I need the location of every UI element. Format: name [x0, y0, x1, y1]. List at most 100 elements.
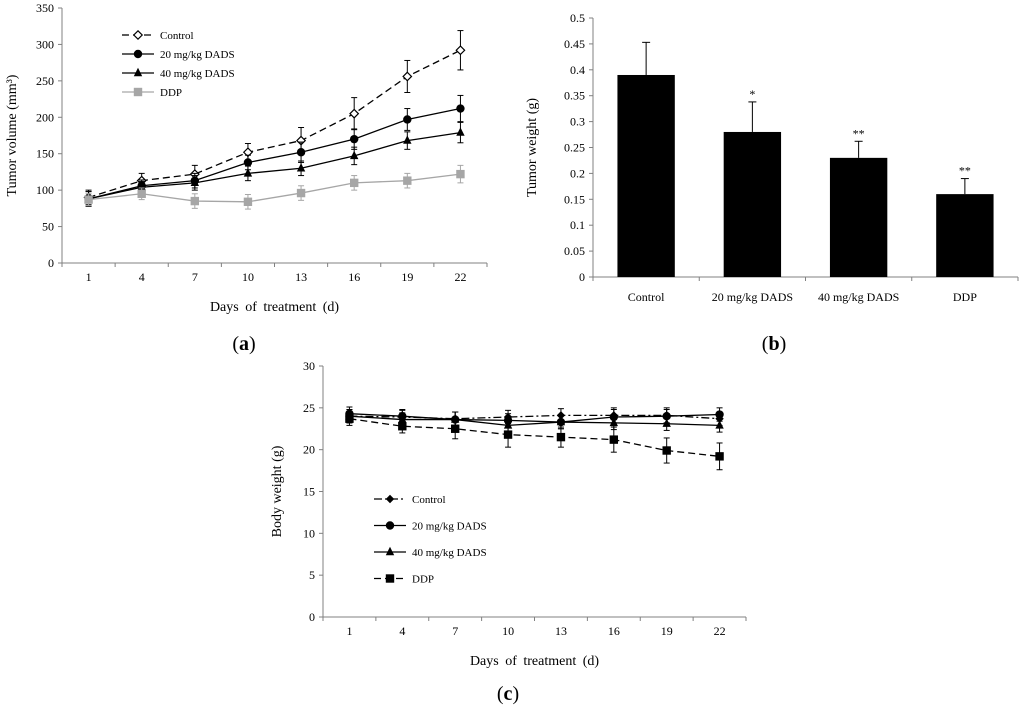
chart-b-y-tick-label: 0.3: [570, 115, 585, 129]
chart-a-x-tick-label: 22: [454, 270, 466, 284]
chart-c-y-tick-label: 10: [303, 526, 315, 540]
chart-b-y-tick-label: 0.2: [570, 166, 585, 180]
chart-c-legend-marker: [385, 574, 395, 583]
chart-b-significance-label: **: [853, 126, 865, 140]
chart-c-data-point: [715, 452, 724, 461]
chart-a-x-tick-label: 13: [295, 270, 307, 284]
chart-a-y-tick-label: 350: [36, 1, 54, 15]
chart-c-data-point: [662, 446, 671, 455]
chart-a-legend-label: Control: [160, 30, 194, 42]
chart-c-data-point: [715, 420, 724, 429]
chart-b-y-tick-label: 0.15: [564, 192, 585, 206]
chart-c-x-tick-label: 13: [555, 624, 567, 638]
chart-a-data-point: [243, 168, 253, 177]
chart-c-x-tick-label: 16: [608, 624, 620, 638]
chart-b-y-tick-label: 0.05: [564, 244, 585, 258]
chart-c-x-tick-label: 7: [452, 624, 458, 638]
chart-a-series-line: [88, 107, 461, 200]
chart-a-legend: Control 20 mg/kg DADS 40 mg/kg DADS DDP: [122, 29, 235, 99]
chart-a-legend-marker: [132, 29, 144, 41]
chart-b-category-label: 40 mg/kg DADS: [818, 290, 899, 304]
chart-b-category-label: DDP: [953, 290, 977, 304]
chart-b-bar-ddp: [936, 194, 994, 277]
chart-a-y-tick-label: 200: [36, 110, 54, 124]
chart-a-x-tick-label: 19: [401, 270, 413, 284]
chart-c-data-point: [715, 410, 724, 419]
chart-a-data-point: [455, 45, 466, 56]
chart-c-legend: Control 20 mg/kg DADS 40 mg/kg DADS DDP: [374, 494, 487, 586]
chart-a-x-tick-label: 16: [348, 270, 360, 284]
chart-c-series-line: [349, 414, 720, 420]
chart-b-y-tick-label: 0.45: [564, 37, 585, 51]
chart-a-y-tick-label: 150: [36, 147, 54, 161]
chart-c-data-point: [662, 418, 671, 427]
chart-b-y-tick-label: 0.4: [570, 63, 585, 77]
chart-a-x-axis-title: Days of treatment (d): [210, 300, 339, 315]
chart-b-y-axis-title: Tumor weight (g): [525, 98, 540, 197]
chart-a-y-tick-label: 0: [48, 256, 54, 270]
chart-a-y-tick-label: 300: [36, 37, 54, 51]
chart-tumor-volume: 0 50 100 150 200 250 300 350 1 4 7 10 13 16 19 22 Days o…: [5, 1, 488, 315]
chart-c-legend-label: DDP: [412, 574, 434, 586]
chart-a-legend-marker: [133, 49, 143, 59]
chart-c-y-tick-label: 0: [309, 610, 315, 624]
chart-c-x-tick-label: 1: [346, 624, 352, 638]
chart-a-data-point: [403, 135, 412, 144]
chart-a-data-point: [137, 189, 146, 198]
chart-a-data-point: [296, 148, 306, 157]
chart-b-significance-label: **: [959, 164, 971, 178]
chart-c-data-point: [556, 416, 566, 426]
chart-c-legend-label: 20 mg/kg DADS: [412, 521, 487, 533]
chart-a-data-point: [349, 108, 360, 119]
chart-a-data-point: [296, 188, 306, 198]
chart-c-legend-label: 40 mg/kg DADS: [412, 547, 487, 559]
chart-a-series-line: [88, 49, 461, 199]
chart-b-y-tick-label: 0.25: [564, 141, 585, 155]
chart-c-data-point: [398, 422, 407, 431]
chart-c-data-point: [503, 430, 513, 439]
chart-b-y-tick-label: 0.5: [570, 11, 585, 25]
chart-c-legend-marker: [385, 546, 395, 556]
chart-a-data-point: [190, 177, 200, 187]
panel-label-c: (c): [497, 683, 519, 705]
chart-a-data-point: [456, 169, 465, 179]
chart-c-y-tick-label: 5: [309, 568, 315, 582]
chart-a-data-point: [190, 196, 200, 206]
chart-a-x-tick-label: 10: [242, 270, 254, 284]
chart-c-data-point: [662, 412, 671, 421]
chart-a-data-point: [296, 163, 306, 172]
chart-c-data-point: [556, 432, 566, 442]
chart-a-legend-label: 20 mg/kg DADS: [160, 49, 235, 61]
chart-c-x-tick-label: 19: [661, 624, 673, 638]
chart-b-significance-label: *: [749, 87, 755, 101]
chart-c-series-line: [349, 413, 720, 423]
chart-c-series-line: [349, 418, 720, 458]
chart-a-x-tick-label: 1: [86, 270, 92, 284]
chart-a-data-point: [84, 195, 93, 204]
chart-b-category-label: 20 mg/kg DADS: [712, 290, 793, 304]
chart-c-data-point: [609, 417, 619, 427]
chart-a-data-point: [243, 158, 253, 167]
chart-c-legend-label: Control: [412, 494, 446, 506]
chart-c-y-tick-label: 15: [303, 485, 315, 499]
chart-body-weight: 0 5 10 15 20 25 30 1 4 7 10 13 16 19 22 Days of treatme…: [270, 359, 747, 669]
chart-c-legend-marker: [385, 521, 395, 530]
chart-b-y-tick-label: 0: [579, 270, 585, 284]
chart-c-data-point: [345, 414, 354, 423]
chart-tumor-weight: 0 0.05 0.1 0.15 0.2 0.25 0.3 0.35 0.4 0.45 0.5 Tumo…: [525, 11, 1019, 304]
chart-a-legend-label: DDP: [160, 87, 182, 99]
chart-c-series-ddp: [345, 411, 724, 471]
chart-a-data-point: [349, 134, 359, 144]
chart-a-data-point: [349, 178, 359, 188]
chart-a-legend-marker: [133, 87, 143, 97]
chart-a-series-line: [88, 173, 461, 203]
chart-b-bar-control: [617, 74, 675, 277]
chart-a-series-line: [88, 131, 461, 200]
chart-c-y-tick-label: 25: [303, 401, 315, 415]
chart-c-series-line: [349, 415, 720, 427]
panel-label-b: (b): [762, 333, 786, 355]
chart-a-data-point: [403, 176, 412, 185]
chart-b-y-tick-label: 0.1: [570, 218, 585, 232]
chart-c-y-tick-label: 20: [303, 443, 315, 457]
